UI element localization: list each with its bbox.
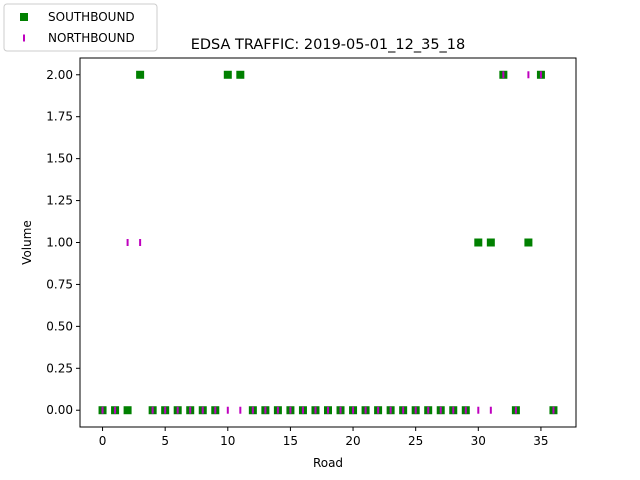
- x-tick-label: 20: [345, 434, 360, 448]
- point-southbound-10: [223, 70, 232, 79]
- y-tick-label: 2.00: [46, 68, 73, 82]
- point-southbound-31: [486, 238, 495, 247]
- legend-label-southbound: SOUTHBOUND: [48, 10, 135, 24]
- point-southbound-11: [236, 70, 245, 79]
- legend-label-northbound: NORTHBOUND: [48, 31, 135, 45]
- series-northbound: [101, 71, 555, 414]
- y-tick-label: 1.00: [46, 236, 73, 250]
- point-southbound-3: [136, 70, 145, 79]
- y-axis: 0.00 0.25 0.50 0.75 1.00 1.25 1.50 1.75 2.00: [46, 68, 80, 417]
- y-axis-label: Volume: [20, 220, 34, 265]
- y-tick-label: 1.50: [46, 152, 73, 166]
- legend-marker-southbound: [20, 13, 28, 21]
- point-southbound-30: [474, 238, 483, 247]
- x-tick-label: 35: [533, 434, 548, 448]
- x-axis-label: Road: [313, 456, 343, 470]
- x-tick-label: 30: [471, 434, 486, 448]
- y-tick-label: 0.50: [46, 319, 73, 333]
- marks-layer: [98, 70, 558, 415]
- legend: SOUTHBOUND NORTHBOUND: [3, 3, 158, 52]
- y-tick-label: 0.25: [46, 361, 73, 375]
- point-southbound-34: [524, 238, 533, 247]
- y-tick-label: 0.75: [46, 277, 73, 291]
- legend-box: [3, 3, 158, 52]
- x-tick-label: 5: [161, 434, 169, 448]
- legend-square-icon: [20, 13, 28, 21]
- x-tick-label: 25: [408, 434, 423, 448]
- y-tick-label: 1.75: [46, 110, 73, 124]
- y-tick-label: 0.00: [46, 403, 73, 417]
- x-tick-label: 10: [220, 434, 235, 448]
- chart-title: EDSA TRAFFIC: 2019-05-01_12_35_18: [191, 37, 466, 53]
- x-tick-label: 0: [99, 434, 107, 448]
- x-axis: 0 5 10 15 20 25 30 35: [99, 427, 549, 448]
- point-southbound-2: [123, 406, 132, 415]
- x-tick-label: 15: [283, 434, 298, 448]
- y-tick-label: 1.25: [46, 194, 73, 208]
